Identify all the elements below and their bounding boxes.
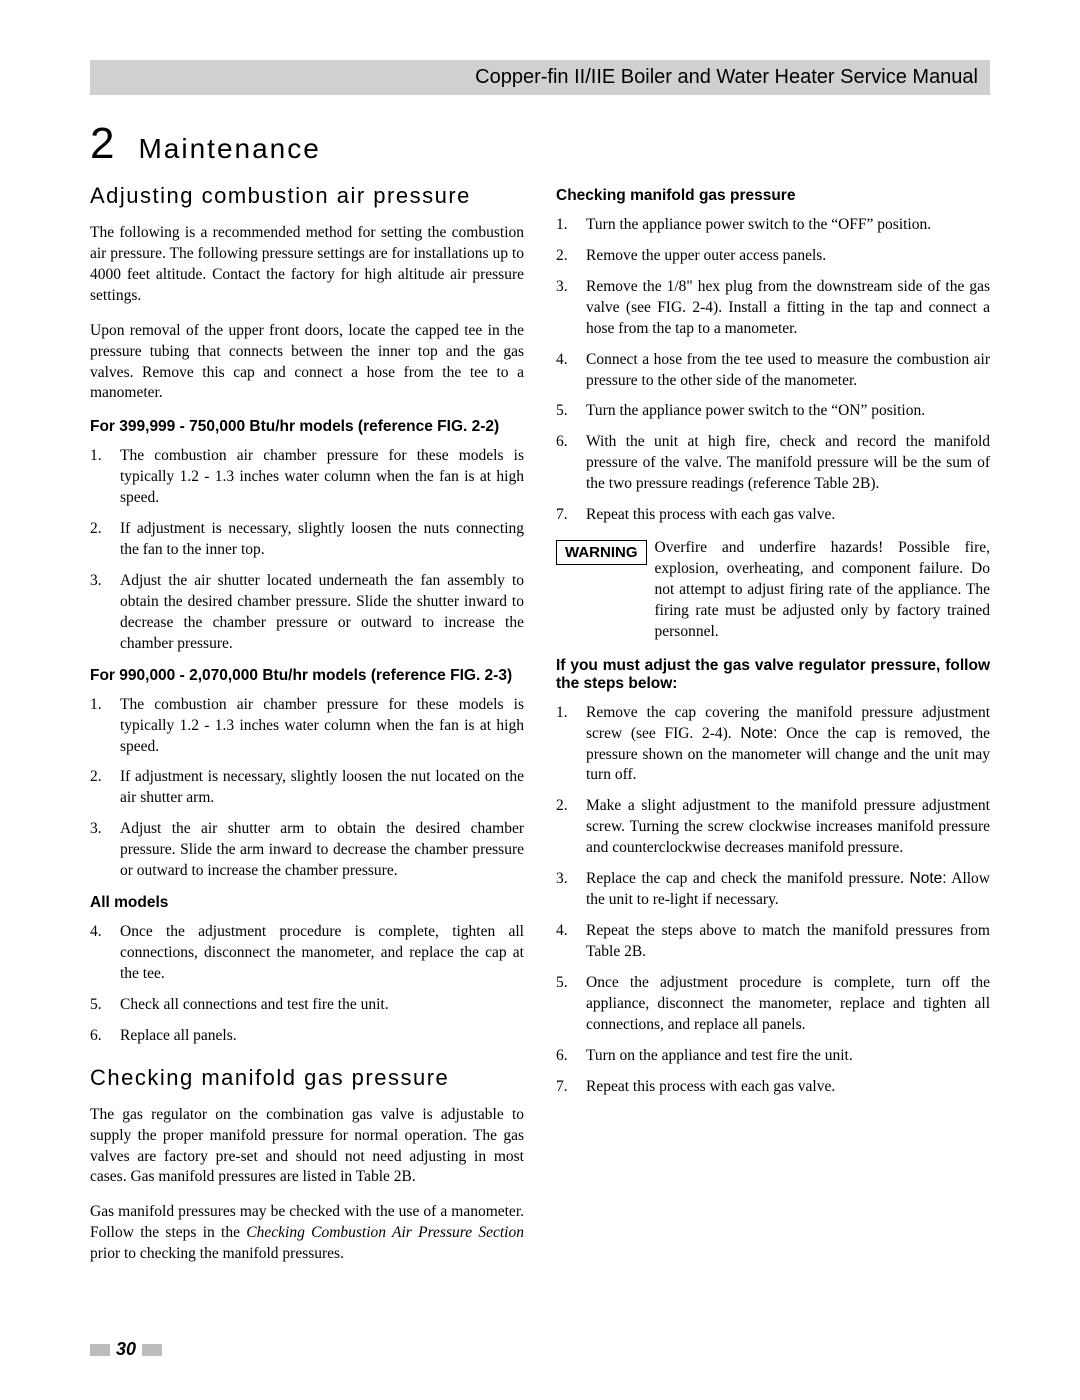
- sub-heading: For 399,999 - 750,000 Btu/hr models (ref…: [90, 418, 524, 436]
- warning-text: Overfire and underfire hazards! Possible…: [655, 538, 991, 643]
- note-label: Note:: [740, 725, 777, 742]
- text-run: Replace the cap and check the manifold p…: [586, 870, 910, 887]
- step-list: Once the adjustment procedure is complet…: [90, 922, 524, 1047]
- paragraph: Upon removal of the upper front doors, l…: [90, 321, 524, 405]
- section-title: Checking manifold gas pressure: [90, 1065, 524, 1091]
- header-doctype: Service Manual: [840, 66, 978, 88]
- list-item: Repeat this process with each gas valve.: [556, 505, 990, 526]
- page-number: 30: [116, 1339, 136, 1360]
- content-columns: Adjusting combustion air pressure The fo…: [90, 177, 990, 1279]
- step-list: The combustion air chamber pressure for …: [90, 695, 524, 882]
- list-item: Remove the cap covering the manifold pre…: [556, 703, 990, 787]
- list-item: Connect a hose from the tee used to meas…: [556, 350, 990, 392]
- section-title: Adjusting combustion air pressure: [90, 183, 524, 209]
- list-item: The combustion air chamber pressure for …: [90, 446, 524, 509]
- list-item: Replace the cap and check the manifold p…: [556, 869, 990, 911]
- list-item: If adjustment is necessary, slightly loo…: [90, 519, 524, 561]
- list-item: Check all connections and test fire the …: [90, 995, 524, 1016]
- list-item: Once the adjustment procedure is complet…: [90, 922, 524, 985]
- paragraph: The following is a recommended method fo…: [90, 223, 524, 307]
- list-item: Repeat this process with each gas valve.: [556, 1077, 990, 1098]
- chapter-title: Maintenance: [138, 133, 320, 165]
- header-product: Copper-fin II/IIE Boiler and Water Heate…: [475, 66, 834, 88]
- chapter-heading: 2 Maintenance: [90, 119, 990, 169]
- list-item: Remove the upper outer access panels.: [556, 246, 990, 267]
- header-bar: Copper-fin II/IIE Boiler and Water Heate…: [90, 60, 990, 95]
- left-column: Adjusting combustion air pressure The fo…: [90, 177, 524, 1279]
- sub-heading: Checking manifold gas pressure: [556, 187, 990, 205]
- chapter-number: 2: [90, 119, 114, 169]
- list-item: Remove the 1/8" hex plug from the downst…: [556, 277, 990, 340]
- list-item: Once the adjustment procedure is complet…: [556, 973, 990, 1036]
- sub-heading: For 990,000 - 2,070,000 Btu/hr models (r…: [90, 667, 524, 685]
- list-item: With the unit at high fire, check and re…: [556, 432, 990, 495]
- step-list: The combustion air chamber pressure for …: [90, 446, 524, 654]
- paragraph: Gas manifold pressures may be checked wi…: [90, 1202, 524, 1265]
- paragraph: The gas regulator on the combination gas…: [90, 1105, 524, 1189]
- list-item: Adjust the air shutter located underneat…: [90, 571, 524, 655]
- step-list: Remove the cap covering the manifold pre…: [556, 703, 990, 1098]
- list-item: Make a slight adjustment to the manifold…: [556, 796, 990, 859]
- list-item: Adjust the air shutter arm to obtain the…: [90, 819, 524, 882]
- list-item: Replace all panels.: [90, 1026, 524, 1047]
- list-item: Turn the appliance power switch to the “…: [556, 401, 990, 422]
- footer-decoration: [142, 1344, 162, 1356]
- note-label: Note:: [910, 870, 947, 887]
- italic-text: Checking Combustion Air Pressure Section: [246, 1224, 524, 1241]
- warning-label: WARNING: [556, 540, 647, 565]
- list-item: Turn the appliance power switch to the “…: [556, 215, 990, 236]
- list-item: If adjustment is necessary, slightly loo…: [90, 767, 524, 809]
- footer-decoration: [90, 1344, 110, 1356]
- text-run: prior to checking the manifold pressures…: [90, 1245, 344, 1262]
- list-item: Turn on the appliance and test fire the …: [556, 1046, 990, 1067]
- list-item: Repeat the steps above to match the mani…: [556, 921, 990, 963]
- warning-block: WARNING Overfire and underfire hazards! …: [556, 538, 990, 643]
- page-footer: 30: [90, 1339, 990, 1360]
- sub-heading: All models: [90, 894, 524, 912]
- step-list: Turn the appliance power switch to the “…: [556, 215, 990, 526]
- right-column: Checking manifold gas pressure Turn the …: [556, 177, 990, 1279]
- sub-heading: If you must adjust the gas valve regulat…: [556, 657, 990, 693]
- list-item: The combustion air chamber pressure for …: [90, 695, 524, 758]
